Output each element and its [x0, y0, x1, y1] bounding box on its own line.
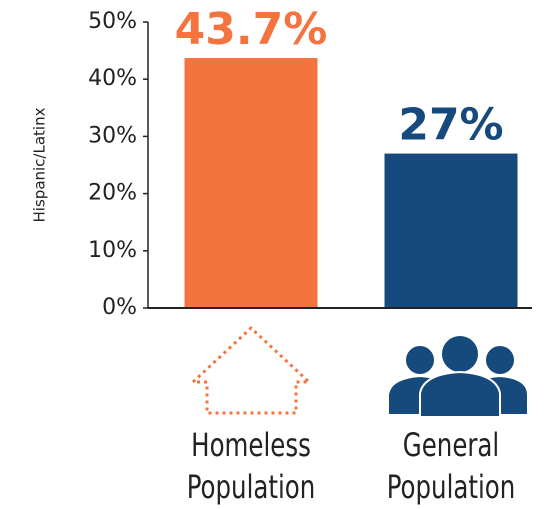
people-icon: [387, 334, 529, 418]
y-tick-label: 0%: [102, 295, 137, 320]
bar: [184, 58, 318, 309]
y-tick-label: 40%: [88, 66, 137, 91]
y-tick-label: 10%: [88, 238, 137, 263]
y-tick-label: 20%: [88, 181, 137, 206]
x-tick-label: Homeless Population: [186, 426, 316, 506]
y-axis-label: Hispanic/Latinx: [31, 107, 49, 222]
house-icon: [189, 325, 313, 415]
y-tick-label: 50%: [88, 9, 137, 34]
bar: [384, 153, 518, 308]
value-label: 27%: [398, 100, 503, 151]
y-tick-label: 30%: [88, 123, 137, 148]
x-tick-label: General Population: [386, 426, 516, 506]
value-label: 43.7%: [175, 4, 328, 55]
